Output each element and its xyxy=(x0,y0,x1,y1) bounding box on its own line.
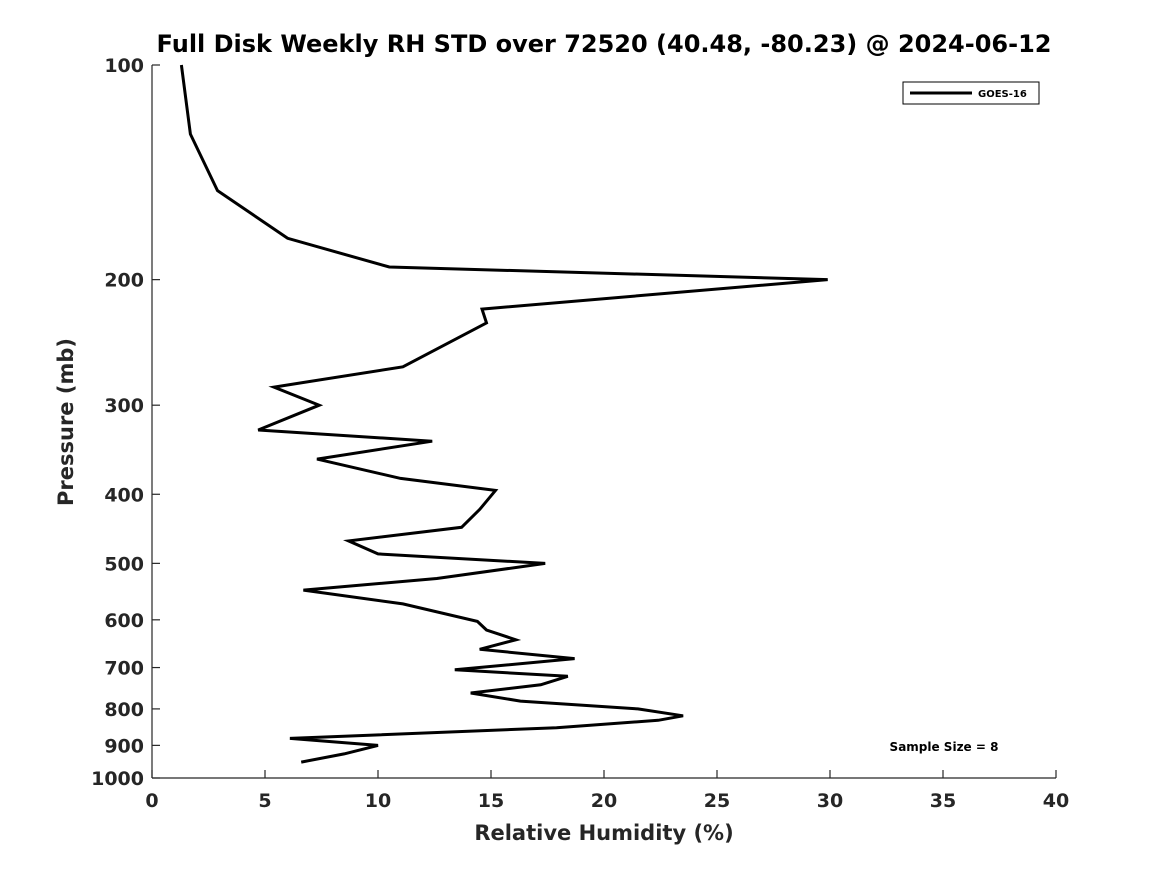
y-tick-label: 600 xyxy=(104,610,144,632)
x-axis-label: Relative Humidity (%) xyxy=(474,821,733,845)
y-tick-label: 200 xyxy=(104,270,144,292)
x-tick-label: 5 xyxy=(258,790,271,812)
y-axis-label: Pressure (mb) xyxy=(54,338,78,506)
x-tick-label: 0 xyxy=(145,790,158,812)
plot-area xyxy=(152,65,1056,778)
x-tick-label: 20 xyxy=(591,790,617,812)
chart-title: Full Disk Weekly RH STD over 72520 (40.4… xyxy=(157,30,1052,58)
legend: GOES-16 xyxy=(902,81,1040,105)
series-line-goes-16 xyxy=(179,64,828,764)
x-tick-label: 15 xyxy=(478,790,504,812)
x-tick-label: 40 xyxy=(1043,790,1069,812)
y-tick-label: 700 xyxy=(104,658,144,680)
x-axis-ticks: 0 5 10 15 20 25 30 35 40 xyxy=(145,770,1069,812)
y-tick-label: 800 xyxy=(104,699,144,721)
y-tick-label: 400 xyxy=(104,484,144,506)
x-tick-label: 30 xyxy=(817,790,843,812)
x-tick-label: 10 xyxy=(365,790,391,812)
y-tick-label: 100 xyxy=(104,55,144,77)
y-axis-ticks: 100 200 300 400 500 600 700 800 900 1000 xyxy=(91,55,160,790)
y-tick-label: 1000 xyxy=(91,768,144,790)
sample-size-annotation: Sample Size = 8 xyxy=(890,740,999,754)
legend-label-goes-16: GOES-16 xyxy=(978,89,1027,100)
x-tick-label: 25 xyxy=(704,790,730,812)
y-tick-label: 500 xyxy=(104,553,144,575)
y-tick-label: 900 xyxy=(104,735,144,757)
y-tick-label: 300 xyxy=(104,395,144,417)
x-tick-label: 35 xyxy=(930,790,956,812)
